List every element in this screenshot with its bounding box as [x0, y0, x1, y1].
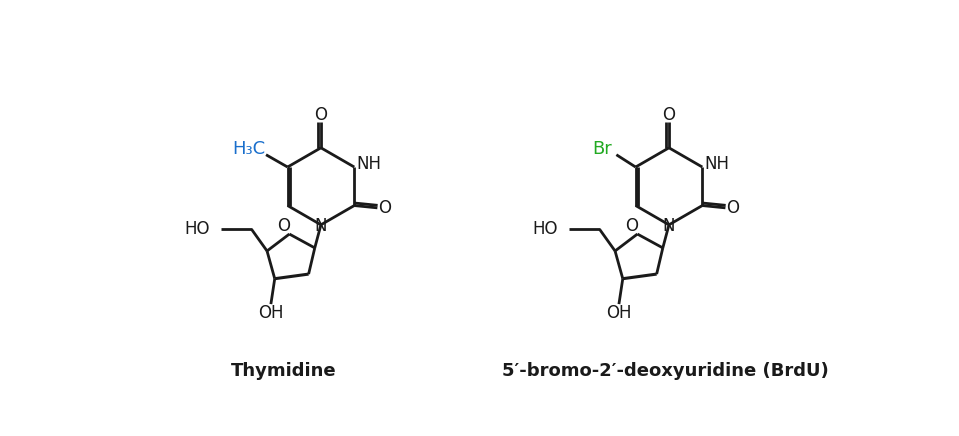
- Text: OH: OH: [606, 303, 632, 322]
- Text: HO: HO: [532, 221, 558, 238]
- Text: OH: OH: [258, 303, 284, 322]
- Text: Br: Br: [593, 140, 613, 158]
- Text: 5′-bromo-2′-deoxyuridine (BrdU): 5′-bromo-2′-deoxyuridine (BrdU): [502, 362, 829, 380]
- Text: N: N: [314, 217, 326, 235]
- Text: O: O: [379, 199, 391, 217]
- Text: O: O: [315, 106, 327, 124]
- Text: N: N: [662, 217, 674, 235]
- Text: O: O: [277, 217, 290, 235]
- Text: O: O: [624, 217, 638, 235]
- Text: H₃C: H₃C: [232, 140, 266, 158]
- Text: Thymidine: Thymidine: [231, 362, 337, 380]
- Text: NH: NH: [705, 155, 730, 173]
- Text: HO: HO: [184, 221, 210, 238]
- Text: O: O: [727, 199, 739, 217]
- Text: O: O: [663, 106, 675, 124]
- Text: NH: NH: [357, 155, 382, 173]
